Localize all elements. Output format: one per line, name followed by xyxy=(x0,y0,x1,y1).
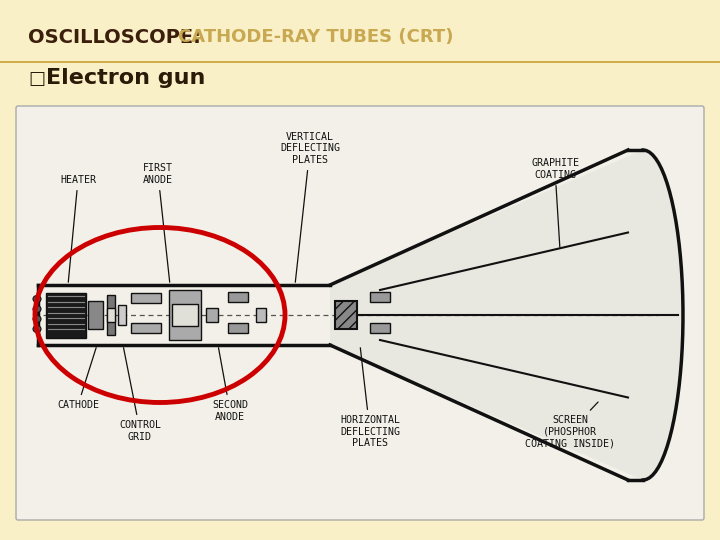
Bar xyxy=(169,290,201,340)
Ellipse shape xyxy=(33,326,41,333)
Bar xyxy=(118,305,126,325)
Bar xyxy=(107,295,115,335)
Text: CATHODE-RAY TUBES (CRT): CATHODE-RAY TUBES (CRT) xyxy=(178,28,454,46)
Text: FIRST
ANODE: FIRST ANODE xyxy=(143,164,173,282)
Text: OSCILLOSCOPE:: OSCILLOSCOPE: xyxy=(28,28,201,47)
Text: CONTROL
GRID: CONTROL GRID xyxy=(119,348,161,442)
Bar xyxy=(370,292,390,302)
Bar xyxy=(228,292,248,302)
Text: CATHODE: CATHODE xyxy=(57,348,99,410)
Text: HEATER: HEATER xyxy=(60,175,96,282)
Ellipse shape xyxy=(33,295,41,302)
Bar xyxy=(172,304,198,326)
Bar xyxy=(131,293,161,303)
Text: SECOND
ANODE: SECOND ANODE xyxy=(212,348,248,422)
Text: HORIZONTAL
DEFLECTING
PLATES: HORIZONTAL DEFLECTING PLATES xyxy=(340,348,400,448)
Bar xyxy=(88,301,103,329)
Text: GRAPHITE
COATING: GRAPHITE COATING xyxy=(531,158,579,247)
Polygon shape xyxy=(330,150,683,480)
Bar xyxy=(256,308,266,322)
Text: VERTICAL
DEFLECTING
PLATES: VERTICAL DEFLECTING PLATES xyxy=(280,132,340,282)
Bar xyxy=(228,323,248,333)
Bar xyxy=(131,323,161,333)
Text: SCREEN
(PHOSPHOR
COATING INSIDE): SCREEN (PHOSPHOR COATING INSIDE) xyxy=(525,402,615,448)
Bar xyxy=(46,293,86,338)
Ellipse shape xyxy=(33,306,41,313)
Bar xyxy=(107,308,115,322)
Bar xyxy=(370,323,390,333)
Text: □: □ xyxy=(28,70,45,88)
Bar xyxy=(206,308,218,322)
Ellipse shape xyxy=(33,315,41,322)
Text: Electron gun: Electron gun xyxy=(46,68,205,88)
FancyBboxPatch shape xyxy=(16,106,704,520)
Bar xyxy=(335,301,357,329)
